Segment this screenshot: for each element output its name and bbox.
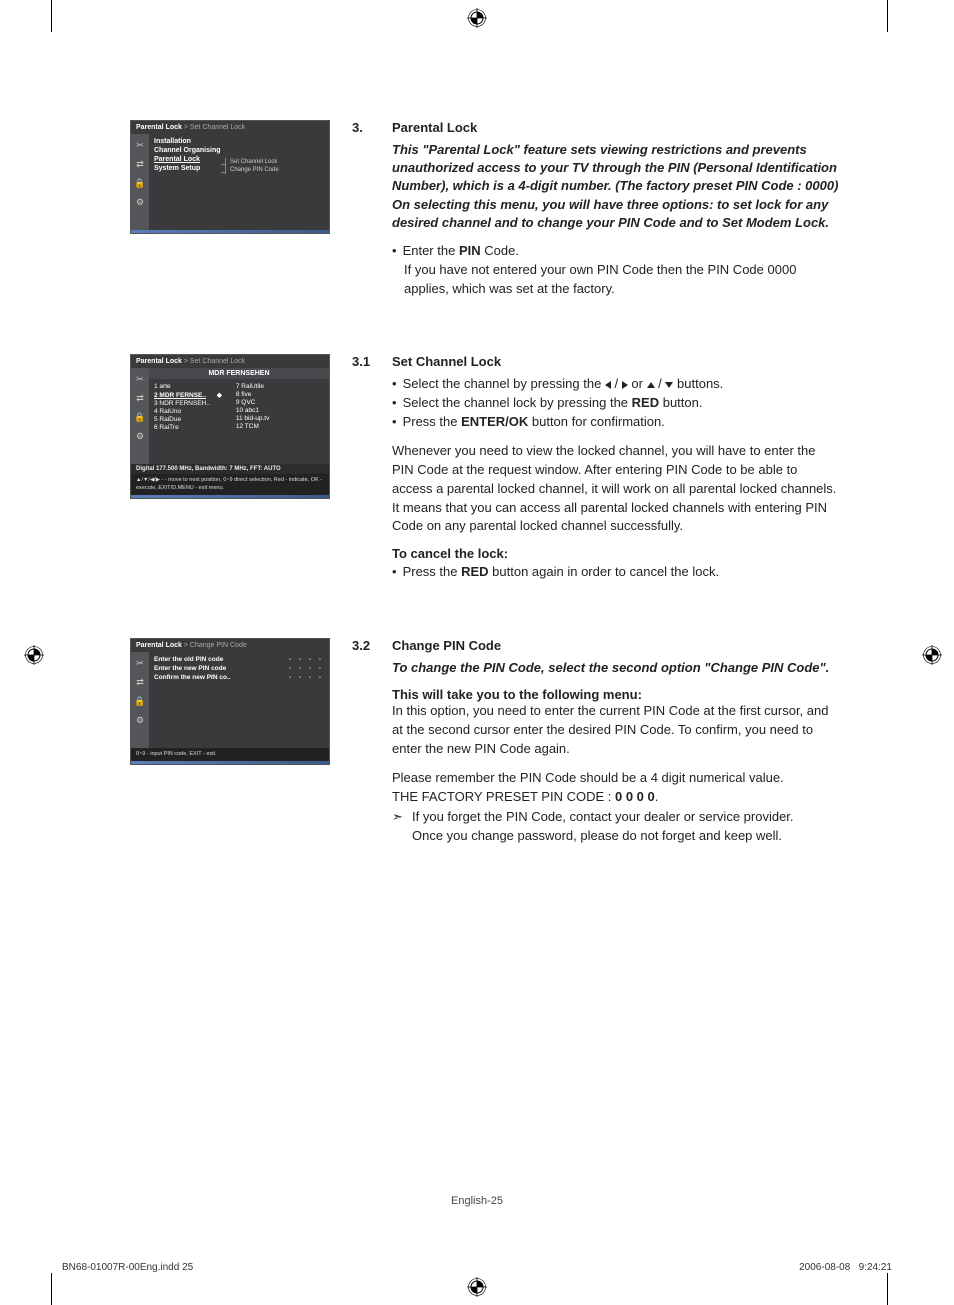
tv-help-bar: ▲/▼/◀/▶ - - move to next position, 0~9 d…: [131, 474, 329, 494]
heading-number: 3.1: [352, 354, 376, 369]
body-paragraph: Whenever you need to view the locked cha…: [392, 442, 840, 536]
tv-channel-row: 1 arte: [154, 382, 222, 390]
tv-channel-row: 12 TCM: [236, 422, 269, 430]
tv-pin-label: Enter the old PIN code: [154, 656, 223, 663]
note-item: ➣ If you forget the PIN Code, contact yo…: [392, 808, 840, 827]
tv-channel-row: 10 abc1: [236, 406, 269, 414]
heading-number: 3.: [352, 120, 376, 135]
tv-title-main: Parental Lock: [136, 358, 182, 365]
tv-menu-item: Channel Organising: [154, 146, 324, 155]
tv-menu-item: Installation: [154, 137, 324, 146]
section-change-pin: Parental Lock > Change PIN Code ✂⇄🔒⚙ Ent…: [130, 638, 840, 846]
tv-channel-row: 4 RaiUno: [154, 407, 222, 415]
tv-sidebar-icons: ✂⇄🔒⚙: [131, 652, 149, 748]
footer-time: 9:24:21: [859, 1262, 892, 1273]
tv-pin-label: Enter the new PIN code: [154, 665, 226, 672]
tv-title-sub: Set Channel Lock: [190, 124, 245, 131]
footer-metadata: BN68-01007R-00Eng.indd 25 2006-08-08 9:2…: [62, 1262, 892, 1273]
tv-title-sub: Set Channel Lock: [190, 358, 245, 365]
down-arrow-icon: [665, 382, 673, 388]
tv-sidebar-icons: ✂⇄🔒⚙: [131, 368, 149, 464]
bullet-continuation: If you have not entered your own PIN Cod…: [392, 261, 840, 299]
section-set-channel-lock: Parental Lock > Set Channel Lock ✂⇄🔒⚙ MD…: [130, 354, 840, 582]
page-number: English-25: [0, 1195, 954, 1207]
tv-submenu-item: Set Channel Lock: [225, 158, 279, 166]
body-paragraph: In this option, you need to enter the cu…: [392, 702, 840, 759]
screenshot-parental-lock-menu: Parental Lock > Set Channel Lock ✂⇄🔒⚙ In…: [130, 120, 330, 234]
intro-paragraph: This "Parental Lock" feature sets viewin…: [392, 141, 840, 232]
registration-mark-top: [467, 8, 487, 28]
tv-submenu: Set Channel Lock Change PIN Code: [229, 158, 279, 174]
note-item: Once you change password, please do not …: [392, 827, 840, 846]
registration-mark-bottom: [467, 1277, 487, 1297]
subheading: This will take you to the following menu…: [392, 687, 840, 702]
subheading: To cancel the lock:: [392, 546, 840, 561]
up-arrow-icon: [647, 382, 655, 388]
tv-channel-row: 9 QVC: [236, 398, 269, 406]
tv-help-bar: 0~9 - input PIN code, EXIT - exit.: [131, 748, 329, 761]
heading-title: Parental Lock: [392, 120, 477, 135]
right-arrow-icon: [622, 381, 628, 389]
tv-channel-row: 3 NDR FERNSEH..: [154, 399, 222, 407]
screenshot-channel-lock: Parental Lock > Set Channel Lock ✂⇄🔒⚙ MD…: [130, 354, 330, 498]
bullet-item: • Press the RED button again in order to…: [392, 563, 840, 582]
tv-pin-label: Confirm the new PIN co..: [154, 674, 231, 681]
section-parental-lock: Parental Lock > Set Channel Lock ✂⇄🔒⚙ In…: [130, 120, 840, 298]
tv-channel-row: 7 RaiUtile: [236, 382, 269, 390]
footer-filename: BN68-01007R-00Eng.indd 25: [62, 1262, 193, 1273]
bullet-item: • Enter the PIN Code.: [392, 242, 840, 261]
tv-info-bar: Digital 177.500 MHz, Bandwidth: 7 MHz, F…: [131, 464, 329, 474]
tv-channel-list: 1 arte 2 MDR FERNSE.. ◆ 3 NDR FERNSEH.. …: [154, 382, 324, 431]
left-arrow-icon: [605, 381, 611, 389]
tv-title-sub: Change PIN Code: [190, 642, 247, 649]
tv-title-main: Parental Lock: [136, 124, 182, 131]
tv-channel-row: 11 bid-up.tv: [236, 414, 269, 422]
heading-title: Set Channel Lock: [392, 354, 501, 369]
registration-mark-left: [24, 645, 44, 665]
bullet-item: • Select the channel by pressing the / o…: [392, 375, 840, 394]
tv-channel-row: 6 RaiTre: [154, 423, 222, 431]
registration-mark-right: [922, 645, 942, 665]
tv-pin-rows: Enter the old PIN code- - - - Enter the …: [154, 655, 324, 682]
screenshot-change-pin: Parental Lock > Change PIN Code ✂⇄🔒⚙ Ent…: [130, 638, 330, 765]
tv-channel-row: 8 five: [236, 390, 269, 398]
bullet-item: • Press the ENTER/OK button for confirma…: [392, 413, 840, 432]
body-paragraph: Please remember the PIN Code should be a…: [392, 769, 840, 807]
footer-date: 2006-08-08: [799, 1262, 850, 1273]
tv-sidebar-icons: ✂⇄🔒⚙: [131, 134, 149, 230]
bullet-item: • Select the channel lock by pressing th…: [392, 394, 840, 413]
tv-title-main: Parental Lock: [136, 642, 182, 649]
tv-channel-row: 5 RaiDue: [154, 415, 222, 423]
heading-number: 3.2: [352, 638, 376, 653]
note-arrow-icon: ➣: [392, 808, 406, 827]
heading-title: Change PIN Code: [392, 638, 501, 653]
intro-paragraph: To change the PIN Code, select the secon…: [392, 659, 840, 677]
tv-submenu-item: Change PIN Code: [225, 166, 279, 174]
tv-channel-row: 2 MDR FERNSE..: [154, 392, 206, 399]
tv-channel-header: MDR FERNSEHEN: [149, 368, 329, 379]
